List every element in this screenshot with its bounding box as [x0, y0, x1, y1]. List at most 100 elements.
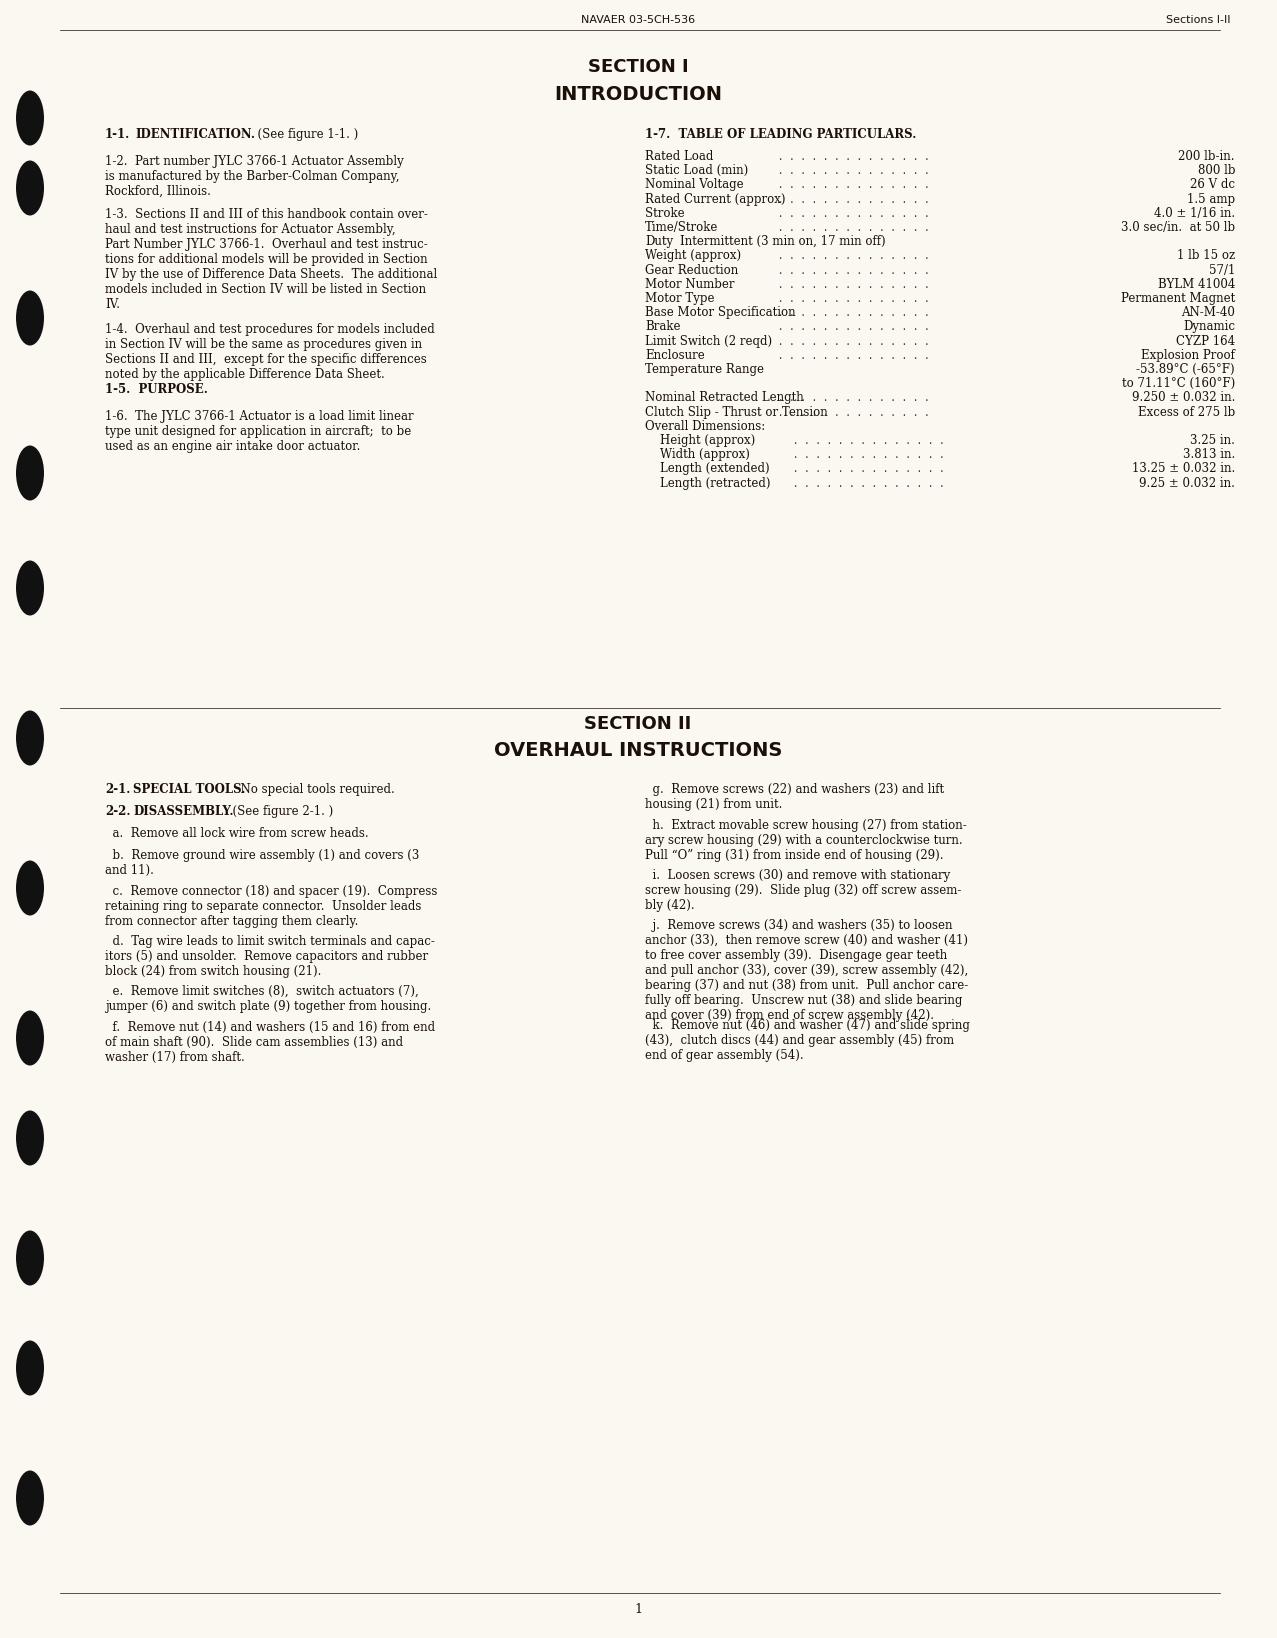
Text: 1-3.  Sections II and III of this handbook contain over-
haul and test instructi: 1-3. Sections II and III of this handboo…	[105, 208, 437, 311]
Ellipse shape	[17, 290, 43, 346]
Text: Length (extended): Length (extended)	[660, 462, 770, 475]
Text: Static Load (min): Static Load (min)	[645, 164, 748, 177]
Ellipse shape	[17, 1471, 43, 1525]
Text: Limit Switch (2 reqd): Limit Switch (2 reqd)	[645, 334, 773, 347]
Text: 800 lb: 800 lb	[1198, 164, 1235, 177]
Text: 13.25 ± 0.032 in.: 13.25 ± 0.032 in.	[1131, 462, 1235, 475]
Text: Dynamic: Dynamic	[1183, 321, 1235, 334]
Text: 26 V dc: 26 V dc	[1190, 179, 1235, 192]
Text: .  .  .  .  .  .  .  .  .  .  .  .  .  .: . . . . . . . . . . . . . .	[790, 477, 948, 490]
Text: .  .  .  .  .  .  .  .  .  .  .  .  .  .: . . . . . . . . . . . . . .	[775, 179, 932, 192]
Ellipse shape	[17, 860, 43, 916]
Text: AN-M-40: AN-M-40	[1181, 306, 1235, 319]
Text: Length (retracted): Length (retracted)	[660, 477, 770, 490]
Text: Height (approx): Height (approx)	[660, 434, 755, 447]
Text: SECTION I: SECTION I	[587, 57, 688, 75]
Text: .  .  .  .  .  .  .  .  .  .  .  .  .  .: . . . . . . . . . . . . . .	[775, 264, 932, 277]
Text: d.  Tag wire leads to limit switch terminals and capac-
itors (5) and unsolder. : d. Tag wire leads to limit switch termin…	[105, 935, 435, 978]
Text: SPECIAL TOOLS.: SPECIAL TOOLS.	[133, 783, 245, 796]
Text: Motor Number: Motor Number	[645, 278, 734, 292]
Text: 1-2.  Part number JYLC 3766-1 Actuator Assembly
is manufactured by the Barber-Co: 1-2. Part number JYLC 3766-1 Actuator As…	[105, 156, 404, 198]
Text: 2-1.: 2-1.	[105, 783, 130, 796]
Text: 1-1.: 1-1.	[105, 128, 130, 141]
Text: (See figure 1-1. ): (See figure 1-1. )	[250, 128, 359, 141]
Text: 1.5 amp: 1.5 amp	[1186, 193, 1235, 206]
Ellipse shape	[17, 1340, 43, 1396]
Text: 9.250 ± 0.032 in.: 9.250 ± 0.032 in.	[1131, 391, 1235, 405]
Text: -53.89°C (-65°F): -53.89°C (-65°F)	[1137, 364, 1235, 377]
Text: 3.813 in.: 3.813 in.	[1183, 449, 1235, 462]
Text: Overall Dimensions:: Overall Dimensions:	[645, 419, 765, 432]
Text: Weight (approx): Weight (approx)	[645, 249, 741, 262]
Text: Nominal Retracted Length: Nominal Retracted Length	[645, 391, 803, 405]
Ellipse shape	[17, 161, 43, 216]
Text: Temperature Range: Temperature Range	[645, 364, 764, 377]
Text: OVERHAUL INSTRUCTIONS: OVERHAUL INSTRUCTIONS	[494, 740, 783, 760]
Text: .  .  .  .  .  .  .  .  .  .  .  .  .  .: . . . . . . . . . . . . . .	[775, 221, 932, 234]
Text: 4.0 ± 1/16 in.: 4.0 ± 1/16 in.	[1154, 206, 1235, 219]
Text: BYLM 41004: BYLM 41004	[1158, 278, 1235, 292]
Ellipse shape	[17, 90, 43, 146]
Text: .  .  .  .  .  .  .  .  .  .  .  .  .  .: . . . . . . . . . . . . . .	[775, 278, 932, 292]
Text: j.  Remove screws (34) and washers (35) to loosen
anchor (33),  then remove scre: j. Remove screws (34) and washers (35) t…	[645, 919, 968, 1022]
Text: Gear Reduction: Gear Reduction	[645, 264, 738, 277]
Ellipse shape	[17, 711, 43, 765]
Text: Explosion Proof: Explosion Proof	[1142, 349, 1235, 362]
Text: Enclosure: Enclosure	[645, 349, 705, 362]
Text: 2-2.: 2-2.	[105, 804, 130, 817]
Text: .  .  .  .  .  .  .  .  .  .  .  .  .  .: . . . . . . . . . . . . . .	[775, 292, 932, 305]
Text: No special tools required.: No special tools required.	[232, 783, 395, 796]
Text: 200 lb-in.: 200 lb-in.	[1179, 151, 1235, 164]
Text: c.  Remove connector (18) and spacer (19).  Compress
retaining ring to separate : c. Remove connector (18) and spacer (19)…	[105, 885, 438, 929]
Text: 1-4.  Overhaul and test procedures for models included
in Section IV will be the: 1-4. Overhaul and test procedures for mo…	[105, 323, 434, 382]
Text: g.  Remove screws (22) and washers (23) and lift
housing (21) from unit.: g. Remove screws (22) and washers (23) a…	[645, 783, 944, 811]
Text: .  .  .  .  .  .  .  .  .  .  .  .  .  .: . . . . . . . . . . . . . .	[775, 321, 932, 334]
Text: Width (approx): Width (approx)	[660, 449, 750, 462]
Text: Motor Type: Motor Type	[645, 292, 715, 305]
Text: 1-7.  TABLE OF LEADING PARTICULARS.: 1-7. TABLE OF LEADING PARTICULARS.	[645, 128, 917, 141]
Text: .  .  .  .  .  .  .  .  .  .  .  .  .  .: . . . . . . . . . . . . . .	[775, 406, 932, 419]
Text: f.  Remove nut (14) and washers (15 and 16) from end
of main shaft (90).  Slide : f. Remove nut (14) and washers (15 and 1…	[105, 1020, 435, 1065]
Text: 3.0 sec/in.  at 50 lb: 3.0 sec/in. at 50 lb	[1121, 221, 1235, 234]
Text: b.  Remove ground wire assembly (1) and covers (3
and 11).: b. Remove ground wire assembly (1) and c…	[105, 848, 419, 876]
Text: (See figure 2-1. ): (See figure 2-1. )	[225, 804, 333, 817]
Ellipse shape	[17, 1111, 43, 1166]
Text: INTRODUCTION: INTRODUCTION	[554, 85, 722, 103]
Text: Duty: Duty	[645, 236, 673, 249]
Text: Intermittent (3 min on, 17 min off): Intermittent (3 min on, 17 min off)	[679, 236, 886, 249]
Text: 1: 1	[633, 1604, 642, 1617]
Text: Rated Load: Rated Load	[645, 151, 714, 164]
Text: .  .  .  .  .  .  .  .  .  .  .  .  .  .: . . . . . . . . . . . . . .	[775, 206, 932, 219]
Text: NAVAER 03-5CH-536: NAVAER 03-5CH-536	[581, 15, 695, 25]
Text: .  .  .  .  .  .  .  .  .  .  .  .  .  .: . . . . . . . . . . . . . .	[775, 249, 932, 262]
Ellipse shape	[17, 1011, 43, 1065]
Text: .  .  .  .  .  .  .  .  .  .  .  .  .  .: . . . . . . . . . . . . . .	[790, 449, 948, 462]
Text: .  .  .  .  .  .  .  .  .  .  .  .  .  .: . . . . . . . . . . . . . .	[775, 391, 932, 405]
Text: Sections I-II: Sections I-II	[1166, 15, 1230, 25]
Text: .  .  .  .  .  .  .  .  .  .  .  .  .  .: . . . . . . . . . . . . . .	[790, 434, 948, 447]
Text: .  .  .  .  .  .  .  .  .  .  .  .  .  .: . . . . . . . . . . . . . .	[775, 334, 932, 347]
Ellipse shape	[17, 560, 43, 616]
Text: h.  Extract movable screw housing (27) from station-
ary screw housing (29) with: h. Extract movable screw housing (27) fr…	[645, 819, 967, 862]
Text: e.  Remove limit switches (8),  switch actuators (7),
jumper (6) and switch plat: e. Remove limit switches (8), switch act…	[105, 984, 432, 1012]
Text: Rated Current (approx): Rated Current (approx)	[645, 193, 785, 206]
Text: a.  Remove all lock wire from screw heads.: a. Remove all lock wire from screw heads…	[105, 827, 369, 840]
Text: Stroke: Stroke	[645, 206, 684, 219]
Text: .  .  .  .  .  .  .  .  .  .  .  .  .  .: . . . . . . . . . . . . . .	[790, 462, 948, 475]
Text: to 71.11°C (160°F): to 71.11°C (160°F)	[1121, 377, 1235, 390]
Text: Base Motor Specification: Base Motor Specification	[645, 306, 796, 319]
Text: 1 lb 15 oz: 1 lb 15 oz	[1177, 249, 1235, 262]
Text: Excess of 275 lb: Excess of 275 lb	[1138, 406, 1235, 419]
Text: Nominal Voltage: Nominal Voltage	[645, 179, 743, 192]
Text: Time/Stroke: Time/Stroke	[645, 221, 719, 234]
Ellipse shape	[17, 446, 43, 501]
Text: IDENTIFICATION.: IDENTIFICATION.	[135, 128, 255, 141]
Text: DISASSEMBLY.: DISASSEMBLY.	[133, 804, 234, 817]
Text: SECTION II: SECTION II	[585, 716, 692, 732]
Text: 1-6.  The JYLC 3766-1 Actuator is a load limit linear
type unit designed for app: 1-6. The JYLC 3766-1 Actuator is a load …	[105, 410, 414, 454]
Ellipse shape	[17, 1230, 43, 1286]
Text: Permanent Magnet: Permanent Magnet	[1121, 292, 1235, 305]
Text: 3.25 in.: 3.25 in.	[1190, 434, 1235, 447]
Text: 1-5.  PURPOSE.: 1-5. PURPOSE.	[105, 383, 208, 396]
Text: i.  Loosen screws (30) and remove with stationary
screw housing (29).  Slide plu: i. Loosen screws (30) and remove with st…	[645, 870, 962, 912]
